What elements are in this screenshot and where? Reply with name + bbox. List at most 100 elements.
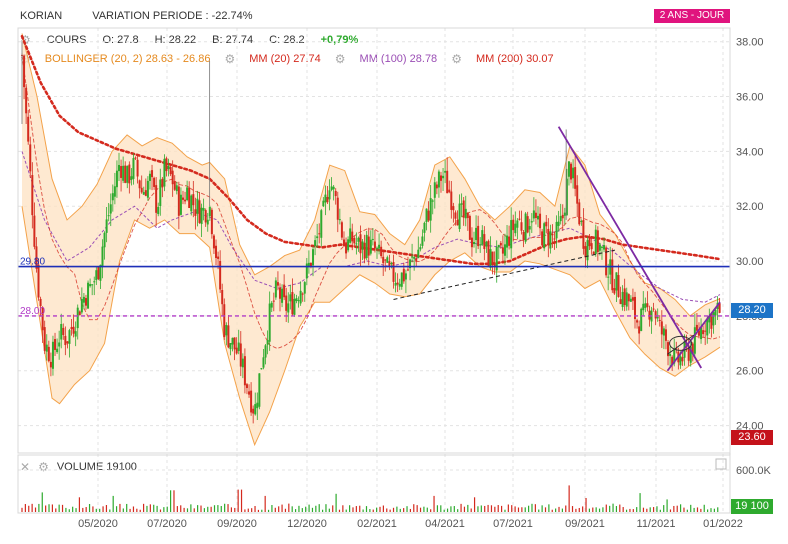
candle-body <box>235 347 238 354</box>
volume-bar <box>180 505 182 512</box>
volume-bar <box>95 508 97 512</box>
candle-body <box>503 244 506 256</box>
volume-bar <box>294 509 297 512</box>
candle-body <box>221 290 224 305</box>
candle-body <box>664 329 667 341</box>
candle-body <box>586 240 589 261</box>
volume-bar <box>112 495 114 512</box>
volume-bar <box>318 504 320 512</box>
candle-body <box>475 227 478 241</box>
volume-bar <box>575 508 577 512</box>
candle-body <box>208 206 211 217</box>
expand-panel-icon[interactable] <box>715 458 727 470</box>
volume-bar <box>234 507 236 512</box>
volume-bar <box>477 506 479 512</box>
candle-body <box>652 308 655 310</box>
volume-bar <box>369 509 371 512</box>
last-price-tag: 28.20 <box>731 303 773 319</box>
candle-body <box>543 223 546 249</box>
volume-bar <box>666 499 668 512</box>
candle-body <box>619 299 622 305</box>
candle-body <box>338 219 341 221</box>
candle-body <box>487 240 490 266</box>
volume-bar <box>207 506 209 512</box>
volume-bar <box>72 506 74 512</box>
volume-settings-icon[interactable]: ⚙ <box>38 460 49 474</box>
candle-body <box>536 215 539 220</box>
price-candles <box>21 41 721 424</box>
candle-body <box>429 198 432 221</box>
candle-body <box>347 239 350 251</box>
candle-body <box>91 284 94 286</box>
candle-body <box>439 175 442 181</box>
candle-body <box>631 297 634 301</box>
volume-bar <box>707 509 709 512</box>
mm100-settings-icon[interactable]: ⚙ <box>334 52 346 66</box>
candle-body <box>78 311 81 316</box>
y-tick-label: 36.00 <box>736 92 764 104</box>
candle-body <box>39 298 42 307</box>
candle-body <box>231 337 234 345</box>
candle-body <box>417 249 420 259</box>
volume-bar <box>129 508 131 512</box>
candle-body <box>126 165 129 183</box>
candle-body <box>415 258 418 262</box>
volume-bar <box>291 506 293 512</box>
candle-body <box>303 282 306 294</box>
settings-icon[interactable]: ⚙ <box>20 33 31 47</box>
candle-body <box>217 256 220 259</box>
volume-bar <box>595 507 597 512</box>
candle-body <box>33 215 36 247</box>
candle-body <box>111 193 114 201</box>
candle-body <box>442 175 445 179</box>
volume-bar <box>335 493 337 512</box>
period-badge[interactable]: 2 ANS - JOUR <box>654 9 730 23</box>
mm200-settings-icon[interactable]: ⚙ <box>451 52 462 66</box>
volume-bar <box>430 509 432 512</box>
volume-bar <box>514 506 516 512</box>
candle-body <box>396 282 399 285</box>
y-tick-label: 34.00 <box>736 146 764 158</box>
volume-bar <box>230 507 232 512</box>
candle-body <box>576 185 579 204</box>
candle-body <box>549 231 552 249</box>
candle-body <box>473 242 476 245</box>
volume-bar <box>284 508 287 512</box>
candle-body <box>625 292 628 307</box>
indicator-legend: ⚙ BOLLINGER (20, 2) 28.63 - 26.86 ⚙ MM (… <box>20 52 554 66</box>
volume-bar <box>281 504 283 512</box>
mm20-settings-icon[interactable]: ⚙ <box>224 52 236 66</box>
candle-body <box>532 210 535 219</box>
candle-body <box>386 257 389 263</box>
volume-bar <box>686 509 688 512</box>
candle-body <box>570 163 573 180</box>
volume-bar <box>332 505 334 512</box>
variation-label: VARIATION PERIODE : -22.74% <box>92 10 253 22</box>
volume-bar <box>119 503 121 512</box>
candle-body <box>307 262 310 267</box>
candle-body <box>37 264 40 298</box>
candle-body <box>479 244 482 246</box>
candle-body <box>588 236 591 247</box>
candle-body <box>264 345 267 358</box>
candle-body <box>419 247 422 250</box>
candle-body <box>427 210 430 221</box>
volume-bar <box>683 507 685 512</box>
candle-body <box>539 213 542 229</box>
candle-body <box>477 225 480 247</box>
x-tick-label: 02/2021 <box>357 518 397 530</box>
volume-bar <box>446 508 449 512</box>
candle-body <box>644 303 647 308</box>
volume-bar <box>426 507 428 512</box>
candle-body <box>272 300 275 302</box>
candle-body <box>171 170 174 185</box>
candle-body <box>402 268 405 282</box>
candle-body <box>204 210 207 223</box>
candle-body <box>361 241 364 250</box>
volume-bar <box>487 504 489 512</box>
remove-volume-icon[interactable]: ✕ <box>20 460 31 474</box>
volume-bar <box>267 509 270 512</box>
candle-body <box>541 231 544 246</box>
volume-bar <box>102 506 104 512</box>
